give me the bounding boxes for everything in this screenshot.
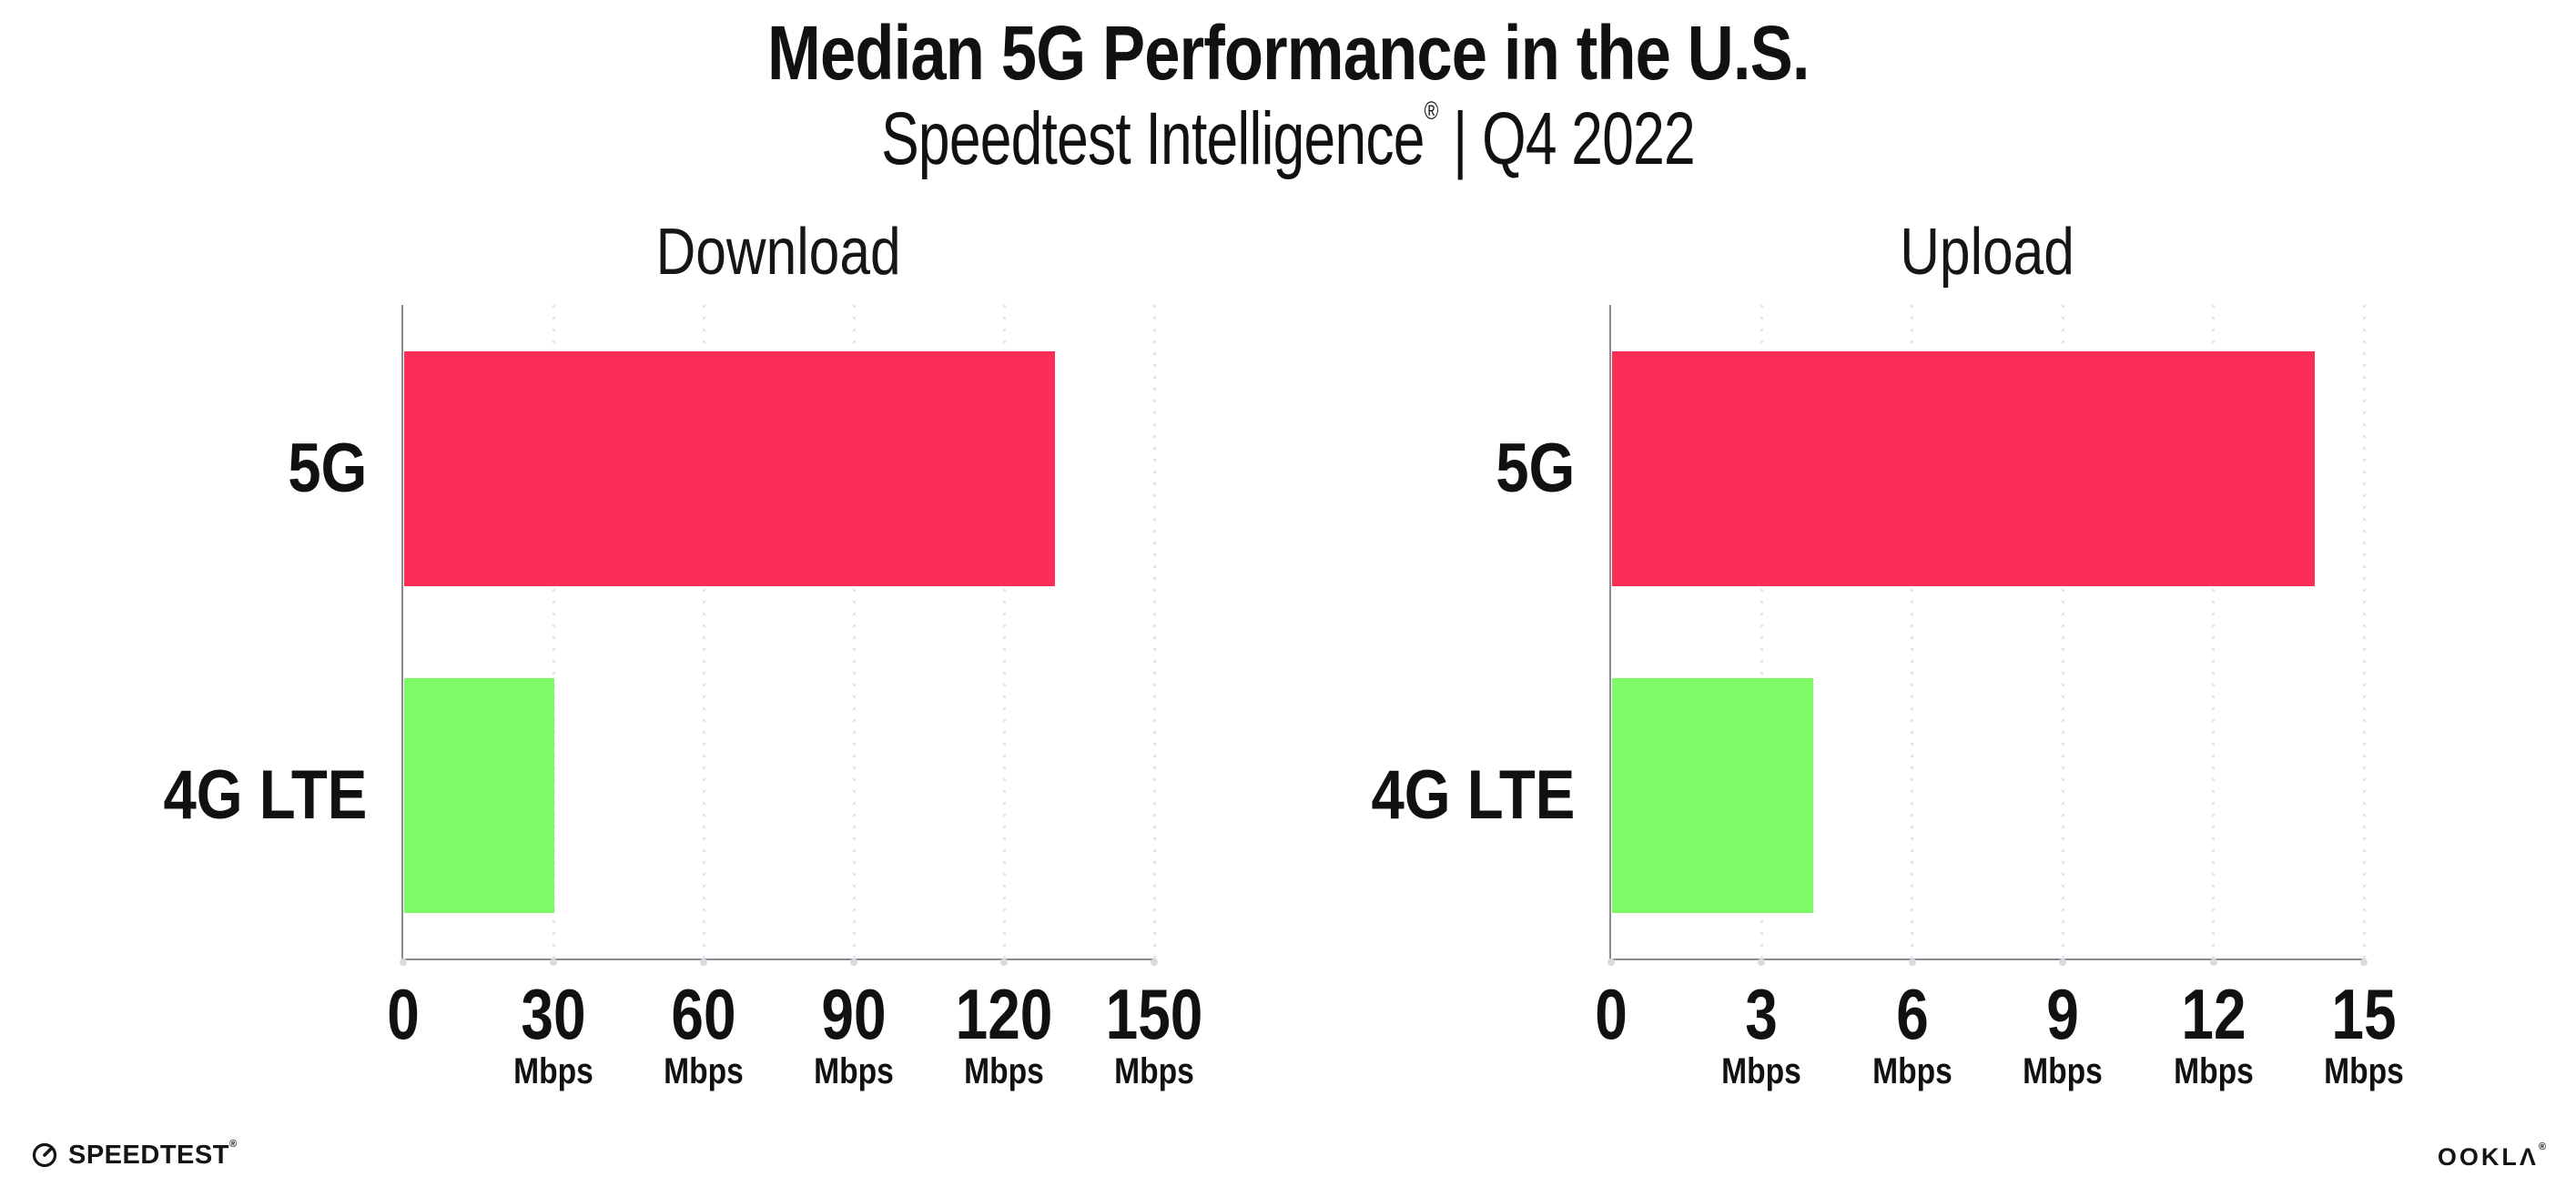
x-tick-unit-label: Mbps bbox=[1871, 1051, 1952, 1091]
axis-tick bbox=[1607, 959, 1615, 966]
x-tick-label: 9 bbox=[2046, 974, 2079, 1054]
speedtest-logo: SPEEDTEST® bbox=[31, 1138, 238, 1170]
bar-5g bbox=[404, 350, 1055, 586]
axis-tick bbox=[1000, 959, 1008, 966]
ookla-logo-text: OOKLΛ bbox=[2437, 1143, 2539, 1171]
page-subtitle: Speedtest Intelligence® | Q4 2022 bbox=[0, 96, 2576, 182]
axis-tick bbox=[400, 959, 407, 966]
gridline bbox=[1002, 305, 1006, 959]
x-tick-label: 60 bbox=[671, 974, 736, 1054]
registered-mark: ® bbox=[2538, 1141, 2549, 1152]
axis-tick bbox=[850, 959, 857, 966]
axis-tick bbox=[2059, 959, 2067, 966]
axis-tick bbox=[1908, 959, 1916, 966]
x-tick-unit-label: Mbps bbox=[964, 1051, 1044, 1091]
axis-tick bbox=[700, 959, 707, 966]
gridline bbox=[552, 305, 555, 959]
download-chart-plot-area: Download 0 Mbps 30 Mbps 60 Mbps 90 Mbps 120 Mbps 1… bbox=[163, 219, 1202, 1090]
x-axis-line bbox=[1609, 959, 2364, 960]
x-tick-unit-label: Mbps bbox=[664, 1051, 744, 1091]
x-tick-unit-label: Mbps bbox=[2023, 1051, 2104, 1091]
x-tick-label: 6 bbox=[1896, 974, 1929, 1054]
x-tick-unit-label: Mbps bbox=[513, 1051, 593, 1091]
bar-4g-lte bbox=[404, 677, 554, 913]
category-label-4g-lte: 4G LTE bbox=[1371, 756, 1575, 834]
y-axis-line bbox=[401, 305, 403, 960]
x-tick-unit-label: Mbps bbox=[814, 1051, 894, 1091]
x-tick-label: 90 bbox=[821, 974, 887, 1054]
speedtest-logo-text: SPEEDTEST® bbox=[68, 1138, 238, 1170]
upload-chart-plot-area: Upload 0 Mbps 3 Mbps 6 Mbps 9 Mbps 12 Mbps 15 5G 4G … bbox=[1371, 219, 2404, 1090]
gridline bbox=[1911, 305, 1914, 959]
x-tick-label: 120 bbox=[955, 974, 1053, 1054]
x-tick-label: 150 bbox=[1105, 974, 1203, 1054]
gridline bbox=[702, 305, 705, 959]
gridline bbox=[2362, 305, 2366, 959]
axis-tick bbox=[2360, 959, 2368, 966]
bar-4g-lte bbox=[1612, 677, 1813, 913]
axis-tick bbox=[1151, 959, 1158, 966]
x-tick-unit-label: Mbps bbox=[2173, 1051, 2254, 1091]
gridline bbox=[1760, 305, 1763, 959]
gridline bbox=[1152, 305, 1156, 959]
axis-tick bbox=[1758, 959, 1766, 966]
subtitle-period: | Q4 2022 bbox=[1437, 97, 1696, 180]
axis-tick bbox=[550, 959, 557, 966]
x-tick-label: 30 bbox=[521, 974, 586, 1054]
category-label-5g: 5G bbox=[1495, 429, 1575, 507]
download-chart-title: Download bbox=[656, 216, 901, 289]
gridline bbox=[852, 305, 856, 959]
registered-mark: ® bbox=[228, 1138, 238, 1150]
subtitle-brand: Speedtest Intelligence bbox=[881, 97, 1425, 180]
registered-mark: ® bbox=[1424, 96, 1439, 125]
y-axis-line bbox=[1609, 305, 1611, 960]
category-label-5g: 5G bbox=[287, 429, 367, 507]
x-tick-label: 3 bbox=[1745, 974, 1779, 1054]
bar-5g bbox=[1612, 350, 2315, 586]
x-tick-unit-label: Mbps bbox=[2324, 1051, 2404, 1091]
speedtest-gauge-icon bbox=[32, 1142, 57, 1168]
x-tick-label: 15 bbox=[2331, 974, 2397, 1054]
x-axis-line bbox=[401, 959, 1154, 960]
category-label-4g-lte: 4G LTE bbox=[163, 756, 367, 834]
gridline bbox=[2212, 305, 2216, 959]
page-title: Median 5G Performance in the U.S. bbox=[766, 10, 1810, 96]
x-tick-label: 12 bbox=[2181, 974, 2246, 1054]
x-tick-label: 0 bbox=[1595, 974, 1628, 1054]
x-tick-unit-label: Mbps bbox=[1114, 1051, 1194, 1091]
axis-tick bbox=[2209, 959, 2217, 966]
ookla-logo: OOKLΛ® bbox=[2437, 1142, 2549, 1171]
x-tick-label: 0 bbox=[387, 974, 420, 1054]
x-tick-unit-label: Mbps bbox=[1721, 1051, 1802, 1091]
upload-chart-title: Upload bbox=[1900, 216, 2075, 289]
gridline bbox=[2061, 305, 2064, 959]
